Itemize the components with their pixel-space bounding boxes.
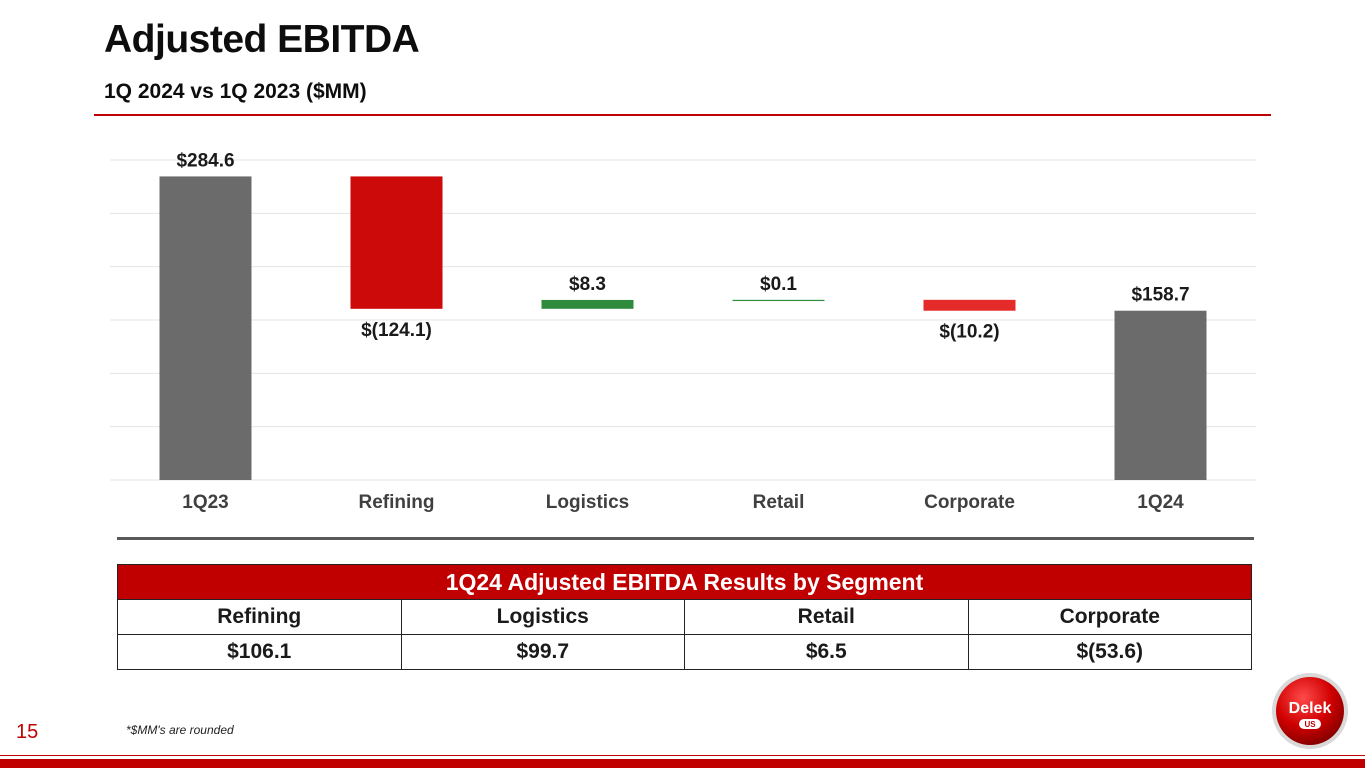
segment-value-corporate: $(53.6) bbox=[967, 634, 1252, 670]
segment-value-logistics: $99.7 bbox=[400, 634, 685, 670]
data-label-refining: $(124.1) bbox=[361, 320, 432, 341]
bar-logistics bbox=[541, 299, 634, 309]
data-label-1q24: $158.7 bbox=[1131, 285, 1189, 306]
x-tick-label-retail: Retail bbox=[753, 492, 805, 513]
data-label-corporate: $(10.2) bbox=[939, 322, 999, 343]
logo-subtext: US bbox=[1304, 720, 1316, 729]
segment-table-value-row: $106.1 $99.7 $6.5 $(53.6) bbox=[117, 634, 1252, 670]
segment-value-refining: $106.1 bbox=[117, 634, 402, 670]
segment-header-refining: Refining bbox=[117, 599, 402, 635]
x-tick-label-corporate: Corporate bbox=[924, 492, 1015, 513]
data-label-logistics: $8.3 bbox=[569, 274, 606, 295]
segment-table-title: 1Q24 Adjusted EBITDA Results by Segment bbox=[117, 564, 1252, 600]
page-number: 15 bbox=[16, 721, 39, 743]
bar-1q24 bbox=[1114, 310, 1207, 480]
data-label-1q23: $284.6 bbox=[176, 150, 234, 171]
chart-bottom-rule bbox=[117, 537, 1254, 540]
title-divider bbox=[94, 114, 1271, 116]
slide-subtitle: 1Q 2024 vs 1Q 2023 ($MM) bbox=[104, 80, 367, 103]
slide-title: Adjusted EBITDA bbox=[104, 18, 420, 61]
data-label-retail: $0.1 bbox=[760, 274, 797, 295]
x-tick-label-logistics: Logistics bbox=[546, 492, 629, 513]
segment-results-table: 1Q24 Adjusted EBITDA Results by Segment … bbox=[117, 564, 1252, 670]
bar-retail bbox=[732, 299, 825, 302]
footer-thin-line bbox=[0, 755, 1365, 756]
x-tick-label-refining: Refining bbox=[359, 492, 435, 513]
waterfall-chart: $284.6 1Q23 $(124.1) Refining $8.3 Logistics $… bbox=[110, 150, 1256, 513]
x-tick-label-1q23: 1Q23 bbox=[182, 492, 228, 513]
segment-header-corporate: Corporate bbox=[967, 599, 1252, 635]
logo-text: Delek bbox=[1289, 700, 1332, 717]
segment-header-retail: Retail bbox=[684, 599, 969, 635]
footer-bar bbox=[0, 759, 1365, 768]
bar-corporate bbox=[923, 299, 1016, 311]
company-logo: Delek US bbox=[1272, 673, 1348, 749]
bar-refining bbox=[350, 176, 443, 309]
segment-table-header-row: Refining Logistics Retail Corporate bbox=[117, 599, 1252, 635]
segment-value-retail: $6.5 bbox=[684, 634, 969, 670]
bar-1q23 bbox=[159, 176, 252, 480]
footnote: *$MM's are rounded bbox=[126, 723, 234, 737]
x-tick-label-1q24: 1Q24 bbox=[1137, 492, 1184, 513]
segment-header-logistics: Logistics bbox=[400, 599, 685, 635]
